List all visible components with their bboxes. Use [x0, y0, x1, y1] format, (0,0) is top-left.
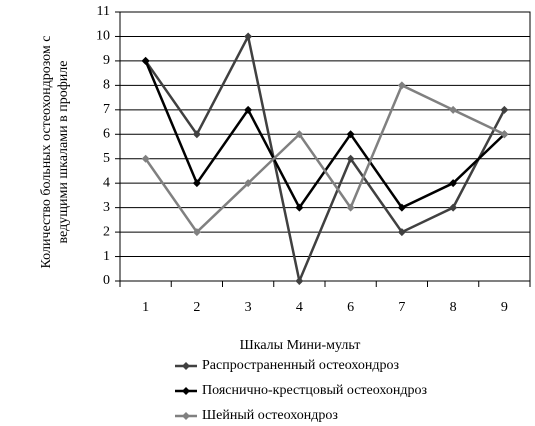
legend-marker [182, 362, 190, 370]
point [397, 203, 406, 212]
point [397, 228, 406, 237]
point [397, 81, 406, 90]
legend-marker [182, 387, 190, 395]
point [346, 154, 355, 163]
point [449, 179, 458, 188]
point [449, 105, 458, 114]
x-tick-label: 9 [501, 300, 508, 315]
y-axis-title: Количество больных остеохондрозом с веду… [39, 35, 71, 269]
x-tick-label: 3 [245, 300, 252, 315]
point [295, 130, 304, 139]
y-tick-label: 9 [103, 53, 110, 68]
y-tick-label: 1 [103, 249, 110, 264]
point [244, 105, 253, 114]
y-tick-label: 4 [103, 175, 110, 190]
point [346, 130, 355, 139]
series-line [144, 32, 506, 286]
point [295, 277, 304, 285]
legend-marker [182, 412, 190, 420]
point [192, 228, 201, 237]
x-tick-label: 4 [296, 300, 303, 315]
point [192, 130, 201, 139]
point [192, 179, 201, 188]
x-tick-label: 8 [450, 300, 457, 315]
x-tick-label: 7 [398, 300, 405, 315]
point [244, 32, 253, 41]
x-tick-label: 2 [193, 300, 200, 315]
y-tick-label: 8 [103, 78, 110, 93]
series-line [144, 83, 505, 235]
point [141, 56, 150, 65]
point [346, 203, 355, 212]
legend-label: Пояснично-крестцовый остеохондроз [202, 383, 428, 398]
legend-label: Шейный остеохондроз [202, 408, 338, 423]
point [500, 130, 509, 139]
point [449, 203, 458, 212]
legend-label: Распространенный остеохондроз [202, 358, 399, 373]
x-tick-label: 6 [347, 300, 354, 315]
x-tick-label: 1 [142, 300, 149, 315]
point [295, 203, 304, 212]
y-tick-label: 2 [103, 224, 110, 239]
y-tick-label: 3 [103, 200, 110, 215]
point [141, 154, 150, 163]
y-tick-label: 7 [103, 102, 110, 117]
point [500, 105, 509, 114]
y-tick-label: 0 [103, 273, 110, 288]
x-axis-title: Шкалы Мини-мульт [240, 338, 361, 353]
y-tick-label: 5 [103, 151, 110, 166]
point [244, 179, 253, 188]
y-tick-label: 11 [97, 4, 110, 19]
y-tick-label: 6 [103, 126, 110, 141]
y-tick-label: 10 [96, 29, 110, 44]
